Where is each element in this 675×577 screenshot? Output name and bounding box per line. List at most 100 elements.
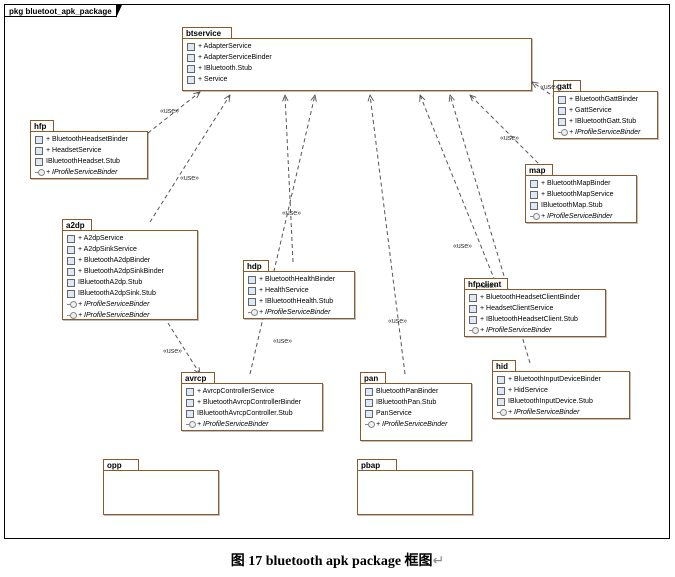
use-label-3: «use» [273,338,292,345]
class-icon [67,246,75,254]
package-hdp-row-0: + BluetoothHealthBinder [246,274,352,285]
row-label: + BluetoothHeadsetBinder [46,136,128,143]
class-icon [497,376,505,384]
class-icon [187,54,195,62]
row-label: + GattService [569,107,612,114]
interface-icon [530,213,538,221]
package-pan-row-0: BluetoothPanBinder [363,386,469,397]
package-opp: opp [103,459,219,515]
row-label: + BluetoothMapService [541,191,614,198]
class-icon [187,65,195,73]
package-avrcp-row-2: IBluetoothAvrcpController.Stub [184,408,320,419]
class-icon [469,294,477,302]
use-label-5: «use» [453,243,472,250]
package-hfp-row-3: + IProfileServiceBinder [33,167,145,178]
package-pan-row-1: IBluetoothPan.Stub [363,397,469,408]
class-icon [365,399,373,407]
row-label: + IBluetoothHeadsetClient.Stub [480,316,578,323]
class-icon [186,399,194,407]
interface-icon [186,421,194,429]
row-label: + AdapterService [198,43,252,50]
class-icon [530,191,538,199]
interface-icon [365,421,373,429]
package-gatt-row-2: + IBluetoothGatt.Stub [556,116,655,127]
class-icon [558,107,566,115]
package-pan-row-3: + IProfileServiceBinder [363,419,469,430]
package-a2dp-row-7: + IProfileServiceBinder [65,310,195,321]
package-hfpclient-row-2: + IBluetoothHeadsetClient.Stub [467,314,603,325]
row-label: + BluetoothMapBinder [541,180,610,187]
row-label: + BluetoothGattBinder [569,96,638,103]
package-body-gatt: + BluetoothGattBinder + GattService + IBlu… [553,91,658,139]
package-body-pbap [357,470,473,515]
class-icon [187,43,195,51]
interface-icon [558,129,566,137]
row-label: + IProfileServiceBinder [197,421,268,428]
row-label: IBluetoothA2dpSink.Stub [78,290,156,297]
use-label-0: «use» [160,108,179,115]
use-label-1: «use» [180,175,199,182]
package-btservice-row-3: + Service [185,74,529,85]
class-icon [497,398,505,406]
use-label-4: «use» [388,318,407,325]
interface-icon [67,301,75,309]
package-btservice-row-2: + IBluetooth.Stub [185,63,529,74]
package-btservice-row-0: + AdapterService [185,41,529,52]
package-body-hid: + BluetoothInputDeviceBinder+ HidService… [492,371,630,419]
use-label-8: «use» [540,84,559,91]
row-label: + IBluetoothGatt.Stub [569,118,636,125]
row-label: + IProfileServiceBinder [78,312,149,319]
package-hfpclient-row-1: + HeadsetClientService [467,303,603,314]
row-label: + IProfileServiceBinder [46,169,117,176]
package-a2dp-row-2: + BluetoothA2dpBinder [65,255,195,266]
class-icon [365,410,373,418]
class-icon [469,316,477,324]
class-icon [67,235,75,243]
row-label: + HealthService [259,287,309,294]
package-a2dp: a2dp+ A2dpService+ A2dpSinkService+ Blue… [62,219,198,320]
class-icon [530,202,538,210]
package-body-btservice: + AdapterService + AdapterServiceBinder + … [182,38,532,91]
class-icon [530,180,538,188]
package-gatt-row-3: + IProfileServiceBinder [556,127,655,138]
package-hfpclient-row-3: + IProfileServiceBinder [467,325,603,336]
interface-icon [67,312,75,320]
row-label: + BluetoothHeadsetClientBinder [480,294,580,301]
class-icon [497,387,505,395]
class-icon [469,305,477,313]
package-hid-row-0: + BluetoothInputDeviceBinder [495,374,627,385]
class-icon [186,388,194,396]
package-avrcp-row-0: + AvrcpControllerService [184,386,320,397]
use-label-7: «use» [478,283,497,290]
class-icon [248,276,256,284]
row-label: IBluetoothInputDevice.Stub [508,398,593,405]
class-icon [365,388,373,396]
package-avrcp-row-3: + IProfileServiceBinder [184,419,320,430]
package-a2dp-row-1: + A2dpSinkService [65,244,195,255]
package-map-row-2: IBluetoothMap.Stub [528,200,634,211]
class-icon [558,118,566,126]
row-label: + IBluetoothHealth.Stub [259,298,333,305]
package-a2dp-row-3: + BluetoothA2dpSinkBinder [65,266,195,277]
row-label: + A2dpSinkService [78,246,137,253]
package-hid-row-3: + IProfileServiceBinder [495,407,627,418]
package-body-hfpclient: + BluetoothHeadsetClientBinder + HeadsetC… [464,289,606,337]
use-label-6: «use» [500,135,519,142]
row-label: + IProfileServiceBinder [259,309,330,316]
row-label: + HeadsetClientService [480,305,553,312]
interface-icon [469,327,477,335]
row-label: + IProfileServiceBinder [376,421,447,428]
row-label: BluetoothPanBinder [376,388,438,395]
package-a2dp-row-6: + IProfileServiceBinder [65,299,195,310]
diagram-root: pkg bluetoot_apk_package btservice+ Adap… [0,0,675,577]
package-pan-row-2: PanService [363,408,469,419]
interface-icon [35,169,43,177]
figure-caption: 图 17 bluetooth apk package 框图↵ [0,550,675,570]
row-label: + AdapterServiceBinder [198,54,272,61]
row-label: + BluetoothHealthBinder [259,276,335,283]
package-pbap: pbap [357,459,473,515]
row-label: + BluetoothInputDeviceBinder [508,376,601,383]
row-label: + IProfileServiceBinder [78,301,149,308]
class-icon [67,257,75,265]
package-hfp-row-0: + BluetoothHeadsetBinder [33,134,145,145]
